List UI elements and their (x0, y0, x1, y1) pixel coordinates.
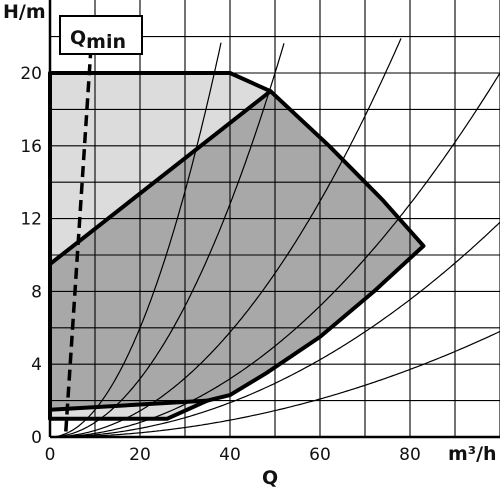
qmin-line (64, 54, 93, 432)
tick-labels: 0 20 40 60 80 0 4 8 12 16 20 H/m Qm³/h (3, 1, 497, 489)
qmin-label: Qmin (70, 27, 126, 53)
region-dark (50, 91, 424, 410)
y-tick-label-8: 8 (31, 282, 42, 302)
x-axis-label: Q (262, 467, 278, 489)
y-tick-label-4: 4 (31, 355, 42, 375)
axes (48, 0, 500, 439)
system-curve-5 (50, 221, 500, 437)
system-curve-6 (50, 330, 500, 437)
x-tick-label-60: 60 (309, 445, 331, 465)
system-curve-4 (50, 72, 500, 437)
x-tick-label-20: 20 (129, 445, 151, 465)
x-tick-label-0: 0 (45, 445, 56, 465)
y-tick-label-16: 16 (20, 137, 42, 157)
system-curve-2 (50, 43, 285, 437)
outer-envelope (48, 71, 426, 421)
y-tick-label-20: 20 (20, 64, 42, 84)
x-tick-label-40: 40 (219, 445, 241, 465)
qmin-marker: Qmin (59, 15, 143, 432)
y-tick-label-0: 0 (31, 428, 42, 448)
region-low (50, 400, 208, 419)
x-axis-unit: m³/h (448, 443, 497, 465)
inner-boundary-1 (48, 89, 273, 267)
y-tick-label-12: 12 (20, 210, 42, 230)
x-tick-label-80: 80 (399, 445, 421, 465)
inner-boundary-2 (48, 398, 210, 412)
operating-regions (50, 73, 424, 419)
system-curve-1 (50, 42, 222, 437)
region-edges (48, 71, 426, 421)
qmin-box (59, 15, 143, 55)
region-light (50, 73, 271, 265)
y-axis-label: H/m (3, 1, 46, 23)
